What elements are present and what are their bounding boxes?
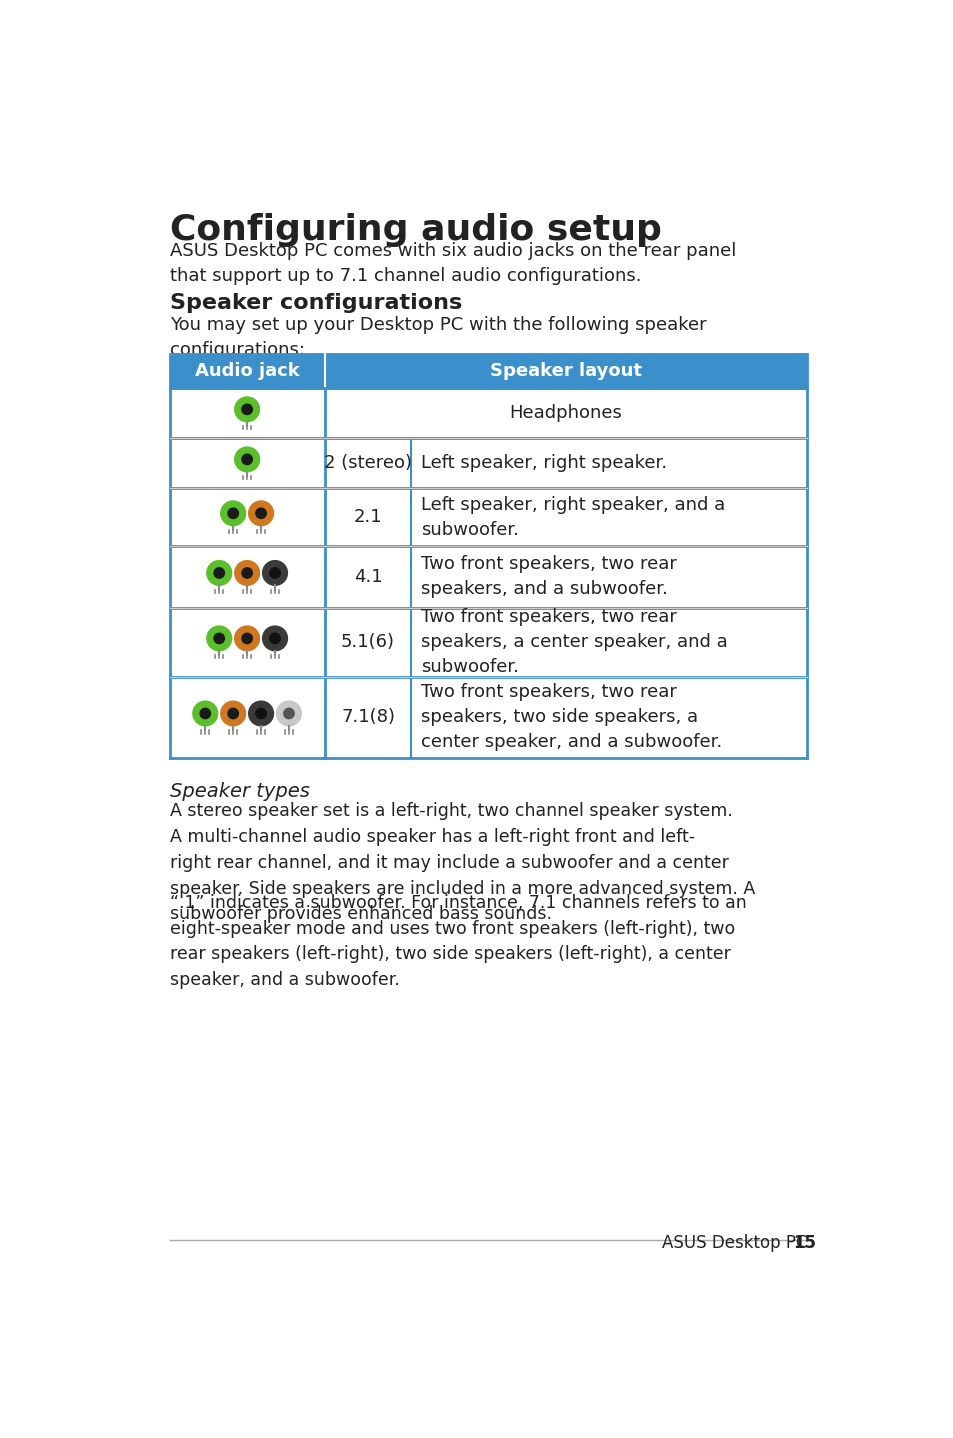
Circle shape [234, 561, 259, 585]
FancyBboxPatch shape [170, 388, 806, 439]
Text: You may set up your Desktop PC with the following speaker
configurations:: You may set up your Desktop PC with the … [170, 316, 705, 358]
Circle shape [207, 561, 232, 585]
Circle shape [283, 709, 294, 719]
Circle shape [220, 500, 245, 526]
Circle shape [207, 626, 232, 651]
Circle shape [270, 633, 280, 644]
Circle shape [242, 404, 252, 414]
Text: Speaker types: Speaker types [170, 782, 309, 801]
Text: Two front speakers, two rear
speakers, a center speaker, and a
subwoofer.: Two front speakers, two rear speakers, a… [420, 608, 727, 676]
Text: ASUS Desktop PC comes with six audio jacks on the rear panel
that support up to : ASUS Desktop PC comes with six audio jac… [170, 242, 735, 285]
Text: Two front speakers, two rear
speakers, and a subwoofer.: Two front speakers, two rear speakers, a… [420, 555, 676, 598]
Circle shape [249, 500, 274, 526]
Circle shape [213, 568, 224, 578]
Circle shape [242, 454, 252, 464]
FancyBboxPatch shape [170, 489, 806, 546]
Text: Configuring audio setup: Configuring audio setup [170, 213, 660, 247]
Circle shape [242, 633, 252, 644]
Circle shape [213, 633, 224, 644]
Text: “.1” indicates a subwoofer. For instance, 7.1 channels refers to an
eight-speake: “.1” indicates a subwoofer. For instance… [170, 894, 745, 989]
Circle shape [220, 702, 245, 726]
Circle shape [262, 561, 287, 585]
Circle shape [255, 508, 266, 519]
Circle shape [276, 702, 301, 726]
Text: Left speaker, right speaker.: Left speaker, right speaker. [420, 454, 666, 472]
Circle shape [234, 626, 259, 651]
FancyBboxPatch shape [170, 354, 806, 388]
Text: Two front speakers, two rear
speakers, two side speakers, a
center speaker, and : Two front speakers, two rear speakers, t… [420, 683, 721, 751]
Text: 2.1: 2.1 [354, 508, 382, 526]
Circle shape [234, 397, 259, 421]
Text: Left speaker, right speaker, and a
subwoofer.: Left speaker, right speaker, and a subwo… [420, 496, 724, 539]
Circle shape [234, 447, 259, 472]
Circle shape [249, 702, 274, 726]
FancyBboxPatch shape [170, 677, 806, 758]
FancyBboxPatch shape [170, 546, 806, 608]
Text: 15: 15 [793, 1234, 816, 1252]
Circle shape [270, 568, 280, 578]
Text: Audio jack: Audio jack [194, 362, 299, 380]
Circle shape [228, 508, 238, 519]
Circle shape [228, 709, 238, 719]
FancyBboxPatch shape [170, 439, 806, 489]
Circle shape [262, 626, 287, 651]
Text: 5.1(6): 5.1(6) [340, 633, 395, 651]
Text: Headphones: Headphones [509, 404, 621, 423]
Text: 4.1: 4.1 [354, 568, 382, 585]
Circle shape [255, 709, 266, 719]
Text: 2 (stereo): 2 (stereo) [324, 454, 412, 472]
Circle shape [200, 709, 211, 719]
Circle shape [193, 702, 217, 726]
Text: A stereo speaker set is a left-right, two channel speaker system.
A multi-channe: A stereo speaker set is a left-right, tw… [170, 802, 754, 923]
Text: Speaker configurations: Speaker configurations [170, 293, 461, 312]
FancyBboxPatch shape [170, 608, 806, 677]
Text: Speaker layout: Speaker layout [490, 362, 641, 380]
Text: ASUS Desktop PC: ASUS Desktop PC [661, 1234, 806, 1252]
Text: 7.1(8): 7.1(8) [340, 709, 395, 726]
Circle shape [242, 568, 252, 578]
